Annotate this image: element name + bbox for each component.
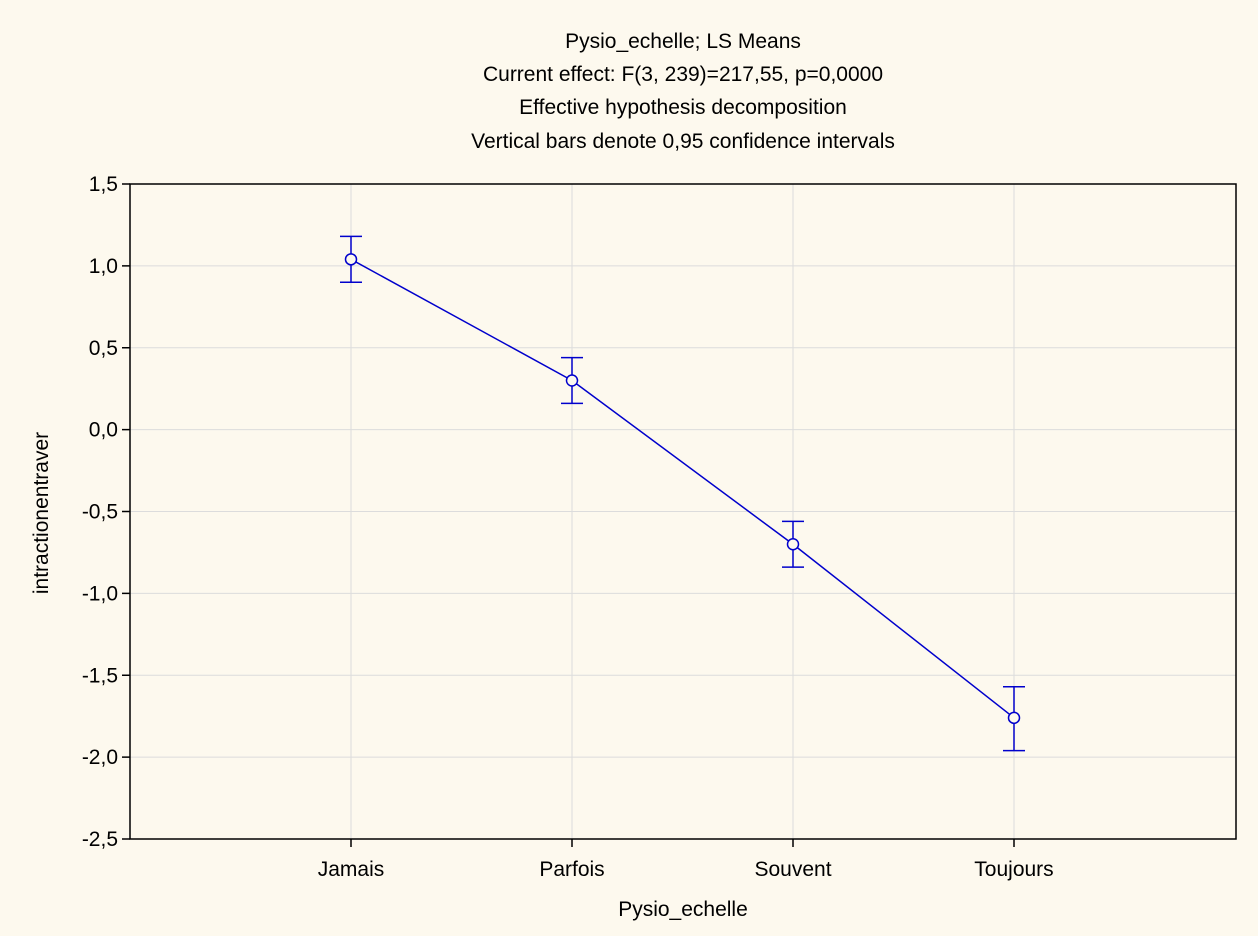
data-point	[1007, 711, 1021, 725]
y-tick-label: -1,5	[82, 664, 118, 687]
title-line-2: Current effect: F(3, 239)=217,55, p=0,00…	[483, 63, 883, 86]
title-line-4: Vertical bars denote 0,95 confidence int…	[471, 130, 895, 153]
grid-lines	[130, 184, 1236, 839]
y-tick-label: 0,0	[89, 419, 118, 442]
x-tick-label: Toujours	[974, 858, 1053, 881]
x-axis-label: Pysio_echelle	[618, 898, 748, 921]
y-axis-ticks: 1,5 1,0 0,5 0,0 -0,5 -1,0 -1,5 -2,0 -2,5	[82, 173, 130, 851]
y-axis-label: intractionentraver	[30, 432, 53, 594]
x-tick-label: Jamais	[318, 858, 385, 881]
y-tick-label: 0,5	[89, 337, 118, 360]
y-tick-label: -2,0	[82, 746, 118, 769]
title-line-3: Effective hypothesis decomposition	[519, 96, 847, 119]
y-tick-label: 1,5	[89, 173, 118, 196]
y-tick-label: -0,5	[82, 501, 118, 524]
data-point	[344, 253, 358, 266]
y-tick-label: 1,0	[89, 255, 118, 278]
chart-title: Pysio_echelle; LS Means Current effect: …	[471, 30, 895, 153]
y-tick-label: -1,0	[82, 582, 118, 605]
series-line	[350, 258, 1015, 719]
data-point	[786, 538, 800, 551]
y-tick-label: -2,5	[82, 828, 118, 851]
data-point	[565, 374, 579, 387]
series-group	[340, 235, 1025, 752]
x-axis-ticks: Jamais Parfois Souvent Toujours	[318, 839, 1054, 881]
x-tick-label: Parfois	[539, 858, 604, 881]
x-tick-label: Souvent	[754, 858, 831, 881]
title-line-1: Pysio_echelle; LS Means	[565, 30, 801, 53]
